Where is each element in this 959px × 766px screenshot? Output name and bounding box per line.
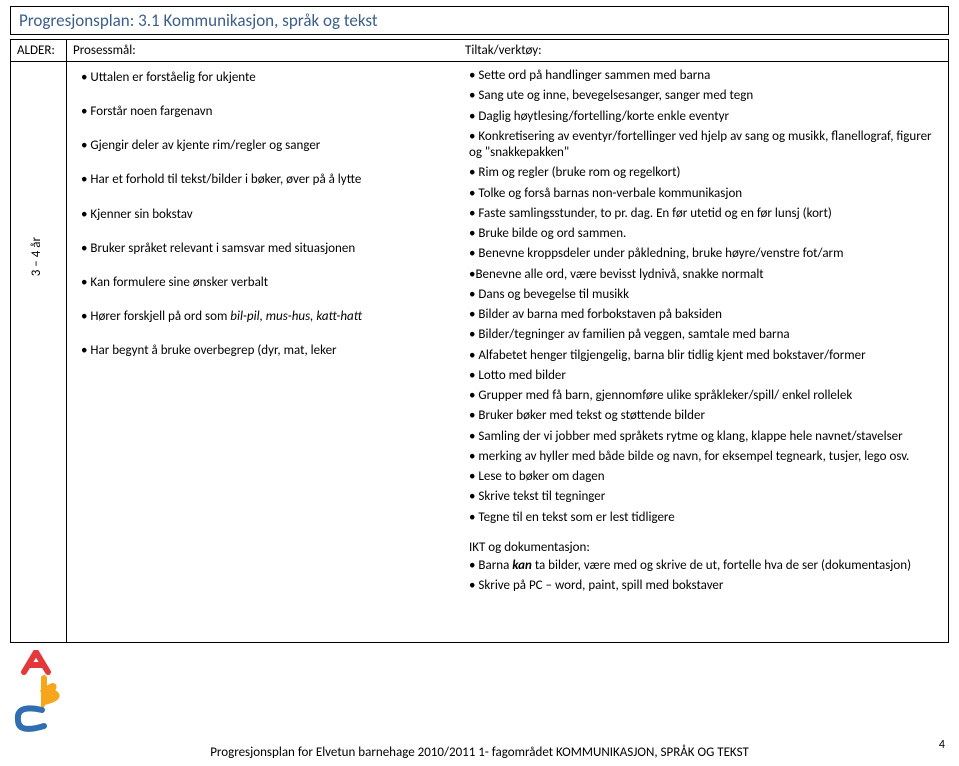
list-item: • Forstår noen fargenavn: [81, 102, 449, 122]
list-item: • Lese to bøker om dagen: [469, 469, 938, 485]
list-item: • Bilder av barna med forbokstaven på ba…: [469, 307, 938, 323]
list-item: • Sang ute og inne, bevegelsesanger, san…: [469, 88, 938, 104]
prosessmal-cell: • Uttalen er forståelig for ukjente • Fo…: [67, 62, 459, 642]
abc-illustration-icon: [14, 650, 84, 732]
list-item: • Rim og regler (bruke rom og regelkort): [469, 165, 938, 181]
list-item: • Skrive på PC – word, paint, spill med …: [469, 578, 938, 594]
list-item: • Tolke og forså barnas non-verbale komm…: [469, 186, 938, 202]
age-label: 3 – 4 år: [29, 237, 44, 276]
list-item: • Samling der vi jobber med språkets ryt…: [469, 429, 938, 445]
list-item: • Alfabetet henger tilgjengelig, barna b…: [469, 348, 938, 364]
list-item: •Benevne alle ord, være bevisst lydnivå,…: [469, 267, 938, 283]
list-item: • merking av hyller med både bilde og na…: [469, 449, 938, 465]
list-item: • Kan formulere sine ønsker verbalt: [81, 273, 449, 293]
list-item: • Uttalen er forståelig for ukjente: [81, 68, 449, 88]
list-item: • Dans og bevegelse til musikk: [469, 287, 938, 303]
list-item: • Faste samlingsstunder, to pr. dag. En …: [469, 206, 938, 222]
alder-body: 3 – 4 år: [11, 62, 66, 642]
list-item: • Bilder/tegninger av familien på veggen…: [469, 327, 938, 343]
ikt-heading: IKT og dokumentasjon:: [469, 540, 938, 556]
body-row: • Uttalen er forståelig for ukjente • Fo…: [67, 62, 948, 642]
list-item: • Konkretisering av eventyr/fortellinger…: [469, 129, 938, 162]
alder-column: ALDER: 3 – 4 år: [11, 40, 67, 642]
list-item: • Benevne kroppsdeler under påkledning, …: [469, 246, 938, 262]
list-item: • Barna kan ta bilder, være med og skriv…: [469, 558, 938, 574]
list-item: • Hører forskjell på ord som bil-pil, mu…: [81, 307, 449, 327]
list-item: • Bruker språket relevant i samsvar med …: [81, 239, 449, 259]
list-item: • Gjengir deler av kjente rim/regler og …: [81, 136, 449, 156]
main-column: Prosessmål: Tiltak/verktøy: • Uttalen er…: [67, 40, 948, 642]
list-item: • Bruker bøker med tekst og støttende bi…: [469, 408, 938, 424]
list-item: • Har begynt å bruke overbegrep (dyr, ma…: [81, 341, 449, 361]
header-row: Prosessmål: Tiltak/verktøy:: [67, 40, 948, 62]
list-item: • Har et forhold til tekst/bilder i bøke…: [81, 170, 449, 190]
list-item: • Bruke bilde og ord sammen.: [469, 226, 938, 242]
list-item: • Skrive tekst til tegninger: [469, 489, 938, 505]
list-item: • Lotto med bilder: [469, 368, 938, 384]
alder-header: ALDER:: [11, 40, 66, 62]
footer-text: Progresjonsplan for Elvetun barnehage 20…: [0, 745, 959, 760]
tiltak-cell: • Sette ord på handlinger sammen med bar…: [459, 62, 948, 642]
list-item: • Daglig høytlesing/fortelling/korte enk…: [469, 109, 938, 125]
content-table: ALDER: 3 – 4 år Prosessmål: Tiltak/verkt…: [10, 39, 949, 643]
page-number: 4: [939, 738, 945, 752]
list-item: • Kjenner sin bokstav: [81, 205, 449, 225]
list-item: • Tegne til en tekst som er lest tidlige…: [469, 510, 938, 526]
list-item: • Grupper med få barn, gjennomføre ulike…: [469, 388, 938, 404]
page-title: Progresjonsplan: 3.1 Kommunikasjon, språ…: [10, 6, 949, 35]
list-item: • Sette ord på handlinger sammen med bar…: [469, 68, 938, 84]
prosessmal-header: Prosessmål:: [67, 40, 459, 61]
tiltak-header: Tiltak/verktøy:: [459, 40, 948, 61]
